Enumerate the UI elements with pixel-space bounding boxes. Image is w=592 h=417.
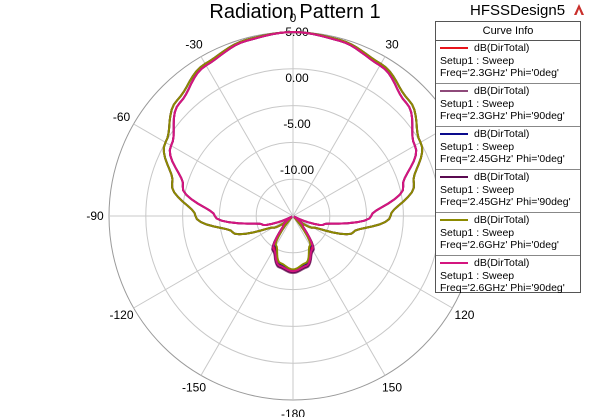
legend-swatch	[440, 219, 468, 221]
legend-item: dB(DirTotal) Setup1 : Sweep Freq='2.3GHz' …	[436, 84, 580, 127]
design-name: HFSSDesign5	[470, 2, 566, 19]
polar-grid	[108, 31, 478, 401]
legend-swatch	[440, 90, 468, 92]
legend-setup: Setup1 : Sweep	[440, 184, 515, 196]
legend-setup: Setup1 : Sweep	[440, 270, 515, 282]
legend-series-name: dB(DirTotal)	[474, 214, 530, 226]
grid-spoke	[292, 215, 386, 376]
grid-spoke	[133, 123, 294, 217]
series-curve	[162, 30, 424, 271]
grid-spoke	[292, 215, 453, 309]
series-curves	[162, 30, 424, 275]
angle-label: -120	[110, 308, 134, 322]
grid-spoke	[133, 215, 294, 309]
legend: Curve Info dB(DirTotal) Setup1 : Sweep Fre…	[435, 21, 581, 294]
legend-title: Curve Info	[436, 22, 580, 41]
legend-freq: Freq='2.3GHz' Phi='90deg'	[440, 110, 565, 122]
angle-label: 0	[290, 11, 297, 25]
angle-label: -180	[281, 407, 305, 417]
legend-item: dB(DirTotal) Setup1 : Sweep Freq='2.45GHz'…	[436, 127, 580, 170]
legend-freq: Freq='2.45GHz' Phi='90deg'	[440, 196, 571, 208]
series-curve	[168, 30, 418, 273]
legend-item: dB(DirTotal) Setup1 : Sweep Freq='2.6GHz' …	[436, 213, 580, 256]
legend-freq: Freq='2.45GHz' Phi='0deg'	[440, 153, 565, 165]
ansys-logo-icon	[574, 4, 584, 15]
legend-swatch	[440, 133, 468, 135]
legend-series-name: dB(DirTotal)	[474, 257, 530, 269]
legend-setup: Setup1 : Sweep	[440, 141, 515, 153]
legend-series-name: dB(DirTotal)	[474, 85, 530, 97]
radial-tick-labels: 5.000.00-5.00-10.00	[280, 25, 314, 177]
legend-item: dB(DirTotal) Setup1 : Sweep Freq='2.6GHz' …	[436, 256, 580, 298]
legend-setup: Setup1 : Sweep	[440, 227, 515, 239]
legend-item: dB(DirTotal) Setup1 : Sweep Freq='2.45GHz'…	[436, 170, 580, 213]
grid-spoke	[200, 56, 294, 217]
angle-label: 120	[454, 308, 474, 322]
legend-series-name: dB(DirTotal)	[474, 128, 530, 140]
angle-label: -60	[113, 110, 131, 124]
legend-series-name: dB(DirTotal)	[474, 42, 530, 54]
legend-setup: Setup1 : Sweep	[440, 55, 515, 67]
radial-tick-label: -5.00	[283, 117, 311, 131]
legend-freq: Freq='2.6GHz' Phi='90deg'	[440, 282, 565, 294]
chart-title: Radiation Pattern 1	[209, 1, 381, 23]
radial-tick-label: -10.00	[280, 163, 314, 177]
angle-label: 30	[385, 38, 399, 52]
legend-series-name: dB(DirTotal)	[474, 171, 530, 183]
legend-item: dB(DirTotal) Setup1 : Sweep Freq='2.3GHz' …	[436, 41, 580, 84]
angle-label: -150	[182, 380, 206, 394]
legend-swatch	[440, 176, 468, 178]
legend-freq: Freq='2.6GHz' Phi='0deg'	[440, 239, 559, 251]
radial-tick-label: 0.00	[285, 71, 309, 85]
angle-label: -30	[185, 38, 203, 52]
legend-swatch	[440, 47, 468, 49]
grid-spoke	[200, 215, 294, 376]
grid-spoke	[292, 56, 386, 217]
legend-swatch	[440, 262, 468, 264]
grid-spoke	[292, 123, 453, 217]
angle-label: 150	[382, 380, 402, 394]
legend-freq: Freq='2.3GHz' Phi='0deg'	[440, 67, 559, 79]
legend-setup: Setup1 : Sweep	[440, 98, 515, 110]
angle-label: -90	[86, 209, 104, 223]
